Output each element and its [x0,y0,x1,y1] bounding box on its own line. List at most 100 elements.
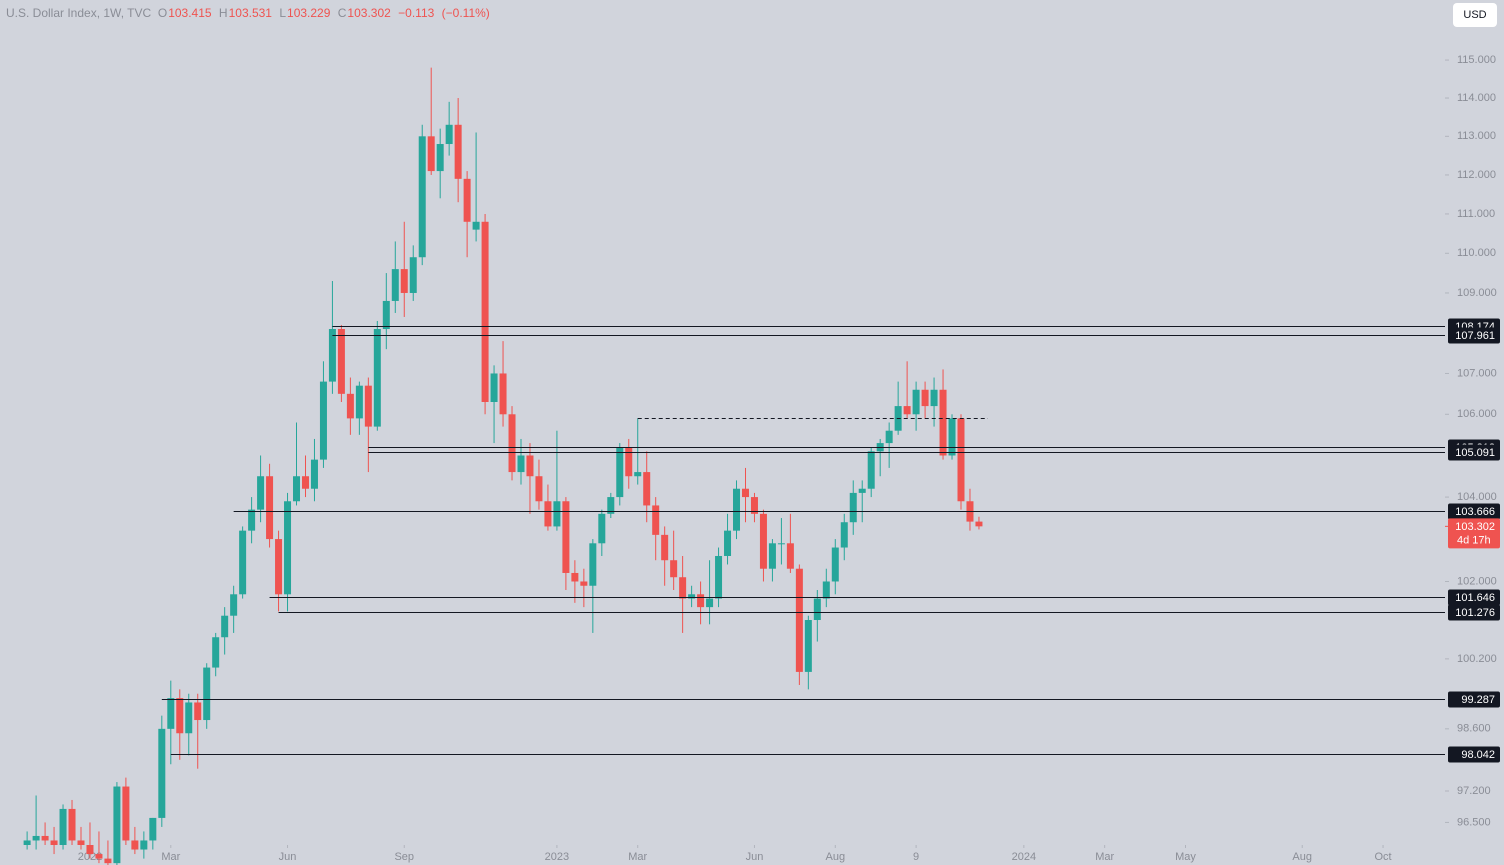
candle-body [463,178,471,222]
candle-body [149,817,157,841]
level-label: 98.042 [1461,749,1495,761]
y-tick-label: 107.000 [1457,367,1497,379]
ohlc-key: H [218,6,228,20]
level-tag [1448,691,1500,708]
candle-body [32,835,40,841]
candle-body [670,560,678,578]
candle-body [885,430,893,444]
candle-body [41,835,49,841]
y-tick-label: 114.000 [1457,92,1496,104]
candle-body [50,840,58,845]
candle-body [176,698,184,734]
candle-body [185,702,193,734]
candle-body [445,124,453,145]
ohlc-key: L [279,6,287,20]
x-tick-label: 2023 [545,851,569,863]
y-tick-label: 111.000 [1457,208,1495,220]
x-tick-label: Aug [1292,851,1312,863]
candle-body [562,501,570,573]
candle-body [750,497,758,514]
candle-body [284,501,292,595]
candle-body [634,472,642,477]
candle-body [697,594,705,608]
candle-body [759,513,767,569]
x-tick-label: Mar [1095,851,1114,863]
level-label: 101.646 [1455,592,1495,604]
candle-body [580,581,588,586]
price-tag [1448,518,1500,549]
x-tick-label: Mar [161,851,180,863]
candle-body [688,594,696,599]
candle-body [939,389,947,456]
candle-body [553,501,561,527]
candle-body [266,476,274,540]
candle-body [741,488,749,498]
candle-body [293,476,301,502]
y-tick-label: 98.600 [1457,723,1491,735]
candle-body [257,476,265,510]
y-tick-label: 115.000 [1457,54,1496,66]
candle-body [86,845,94,855]
level-label: 101.276 [1455,607,1495,619]
candle-body [104,858,112,864]
candle-body [203,667,211,721]
x-tick-label: 2024 [1012,851,1036,863]
level-tag [1448,589,1500,606]
candle-body [930,389,938,407]
x-tick-label: Oct [1374,851,1391,863]
level-tag [1448,444,1500,461]
x-tick-label: Mar [628,851,647,863]
candle-body [544,501,552,527]
candle-body [275,539,283,595]
candle-body [418,136,426,258]
y-tick-label: 110.000 [1457,247,1496,259]
ohlc-value: 103.415 [168,6,212,20]
candle-body [472,221,480,230]
candle-body [616,447,624,498]
currency-button[interactable]: USD [1453,3,1497,27]
candle-body [840,522,848,548]
candle-body [786,543,794,569]
candle-body [777,543,785,545]
candle-body [589,543,597,586]
level-tag [1448,327,1500,344]
y-tick-label: 113.000 [1457,130,1496,142]
candle-body [571,572,579,582]
y-tick-label: 106.000 [1457,408,1497,420]
candle-body [598,513,606,544]
level-tag [1448,604,1500,621]
candle-body [230,594,238,616]
candle-body [113,786,121,864]
candle-body [804,620,812,672]
x-tick-label: May [1175,851,1196,863]
candle-body [957,418,965,502]
x-tick-label: Aug [825,851,845,863]
candle-body [167,698,175,729]
y-tick-label: 102.000 [1457,575,1497,587]
candle-body [301,476,309,489]
candle-body [813,598,821,621]
level-label: 99.287 [1461,694,1495,706]
y-tick-label: 97.200 [1457,785,1491,797]
candle-body [858,488,866,493]
candle-body [221,615,229,638]
candle-body [822,581,830,599]
candle-body [715,555,723,599]
candle-body [364,385,372,427]
candle-body [768,543,776,569]
candle-body [373,329,381,427]
candle-body [454,124,462,179]
candle-body [499,373,507,415]
candle-body [59,808,67,845]
candle-body [975,521,983,527]
candle-body [212,637,220,668]
candle-body [526,455,534,477]
candle-body [643,472,651,506]
y-tick-label: 96.500 [1457,816,1491,828]
candle-body [194,702,202,721]
x-tick-label: Jun [279,851,297,863]
level-label: 103.666 [1455,506,1495,518]
candle-body [625,447,633,477]
countdown: 4d 17h [1457,534,1491,546]
